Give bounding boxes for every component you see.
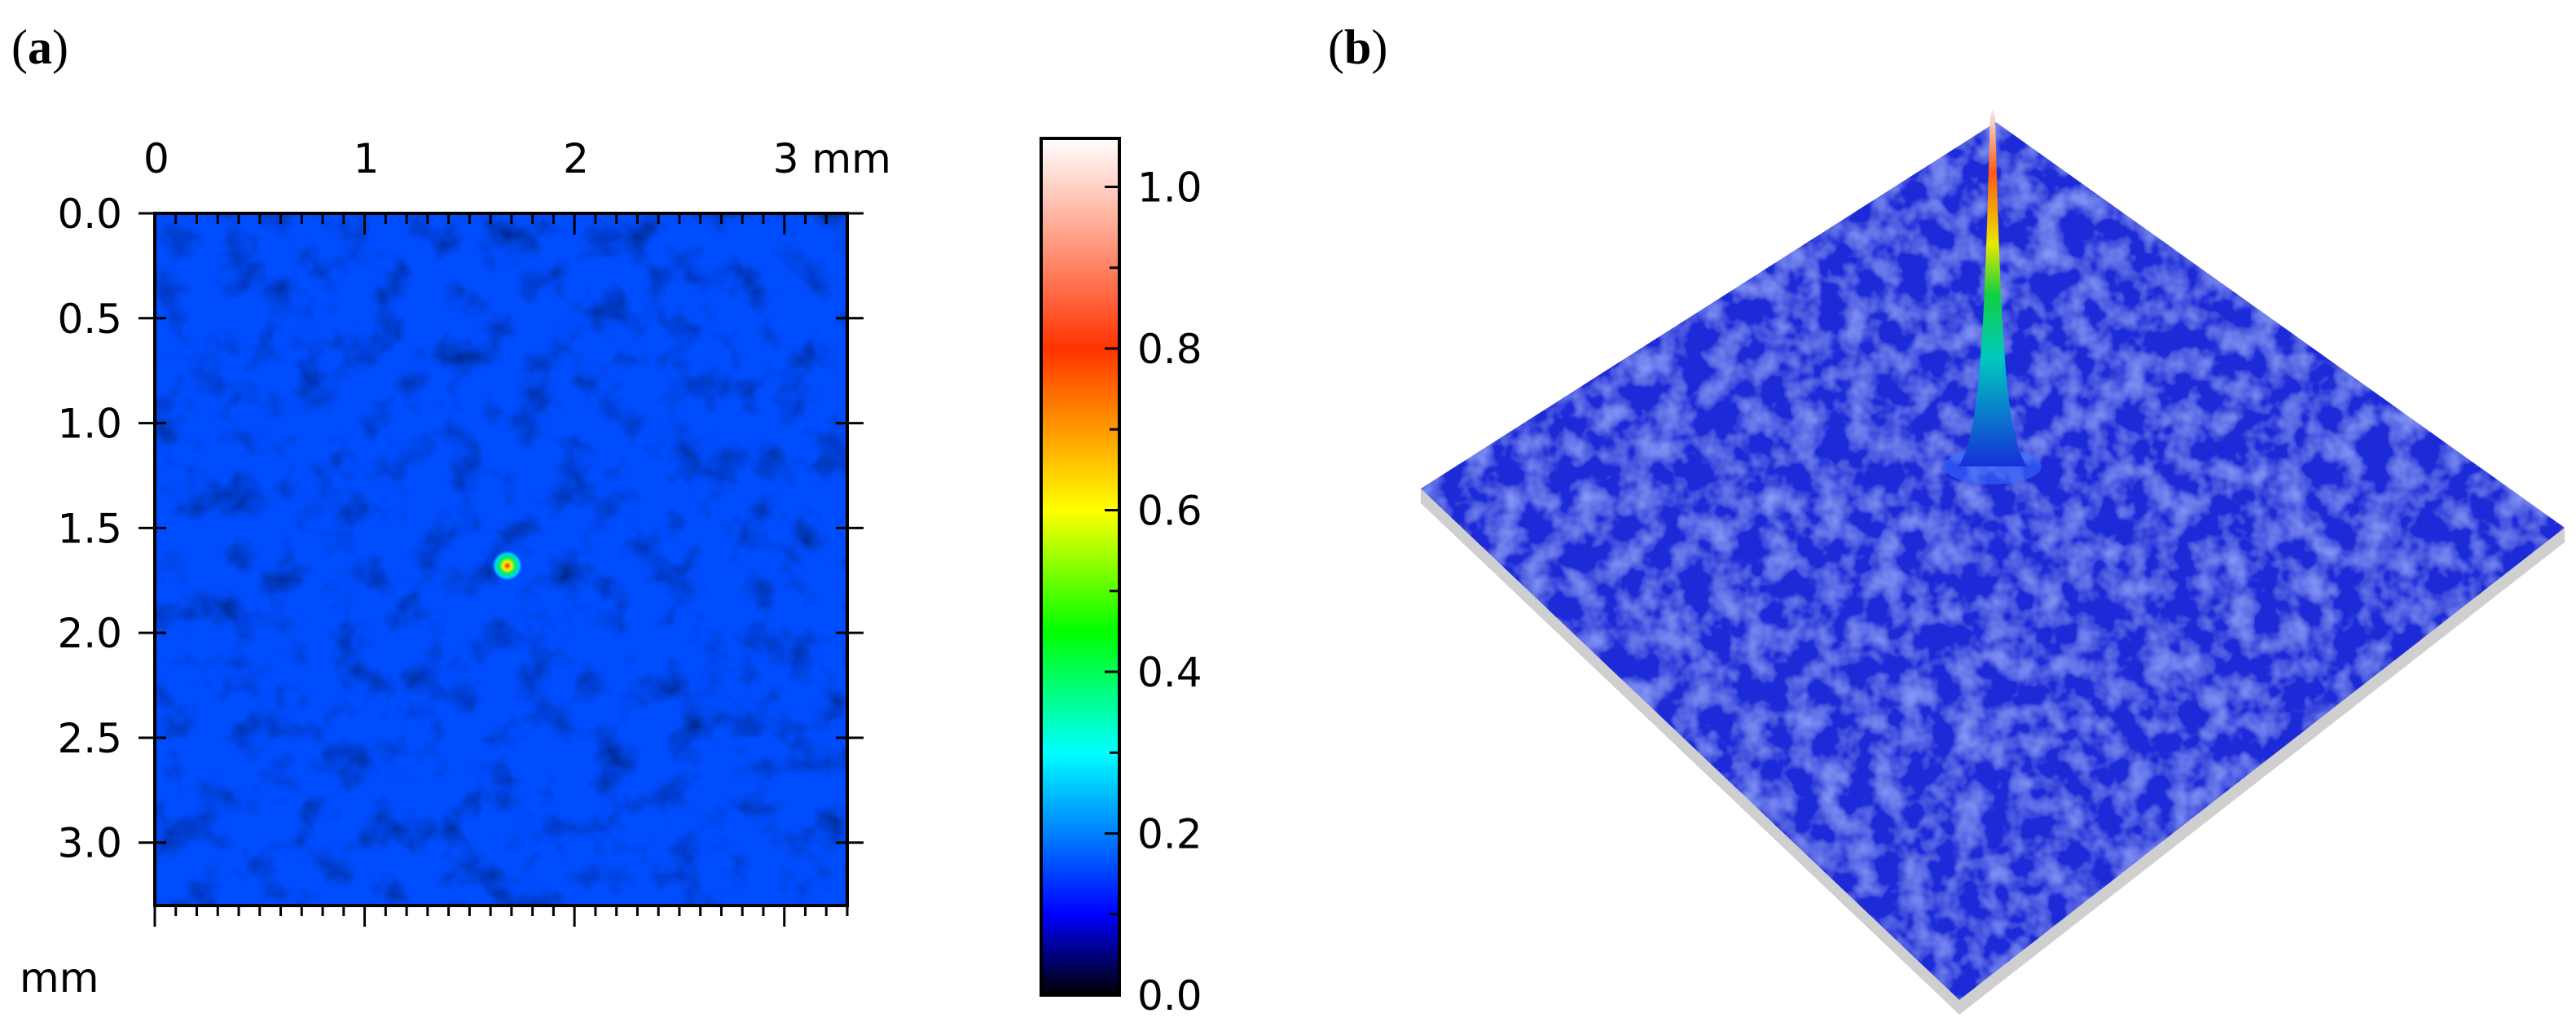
heatmap-frame bbox=[153, 212, 849, 907]
colorbar-tick-label: 0.8 bbox=[1137, 326, 1202, 373]
heatmap-ticks bbox=[138, 212, 864, 927]
colorbar-ticks: 0.0 0.2 0.4 0.6 0.8 1.0 bbox=[1105, 164, 1202, 1020]
panel-label-b: (b) bbox=[1328, 20, 1387, 74]
y-tick-label: 1.5 bbox=[57, 505, 122, 552]
y-axis-unit-label: mm bbox=[20, 954, 99, 1002]
panel-a-close: ) bbox=[52, 20, 68, 74]
panel-b-open: ( bbox=[1328, 20, 1344, 74]
colorbar-tick-label: 0.2 bbox=[1137, 811, 1202, 858]
heatmap-x-labels: 0 1 2 3 mm bbox=[143, 135, 891, 182]
colorbar-gradient bbox=[1040, 137, 1121, 997]
colorbar-tick-label: 0.4 bbox=[1137, 649, 1202, 696]
panel-label-a: (a) bbox=[11, 20, 68, 74]
panel-a-letter: a bbox=[28, 20, 52, 74]
surface-peak bbox=[1958, 107, 2027, 467]
x-tick-label: 1 bbox=[354, 135, 380, 182]
colorbar: 0.0 0.2 0.4 0.6 0.8 1.0 bbox=[1040, 137, 1202, 1020]
x-tick-label: 0 bbox=[143, 135, 169, 182]
panel-b-letter: b bbox=[1344, 20, 1371, 74]
heatmap-panel: 0 1 2 3 mm 0.0 0.5 1.0 1.5 2.0 2.5 3.0 mm bbox=[20, 135, 891, 1002]
x-tick-label: 3 mm bbox=[773, 135, 891, 182]
y-tick-label: 2.5 bbox=[57, 715, 122, 762]
heatmap-peak bbox=[490, 549, 524, 582]
heatmap-y-labels: 0.0 0.5 1.0 1.5 2.0 2.5 3.0 bbox=[57, 191, 122, 867]
y-tick-label: 2.0 bbox=[57, 610, 122, 657]
x-tick-label: 2 bbox=[563, 135, 589, 182]
panel-b-close: ) bbox=[1371, 20, 1387, 74]
y-tick-label: 0.5 bbox=[57, 296, 122, 343]
panel-a-open: ( bbox=[11, 20, 28, 74]
colorbar-tick-label: 0.6 bbox=[1137, 488, 1202, 535]
y-tick-label: 1.0 bbox=[57, 401, 122, 448]
surface-panel bbox=[1421, 107, 2565, 1015]
colorbar-tick-label: 1.0 bbox=[1137, 164, 1202, 212]
y-tick-label: 0.0 bbox=[57, 191, 122, 238]
y-tick-label: 3.0 bbox=[57, 820, 122, 867]
surface-top bbox=[1421, 122, 2565, 1000]
colorbar-tick-label: 0.0 bbox=[1137, 972, 1202, 1020]
